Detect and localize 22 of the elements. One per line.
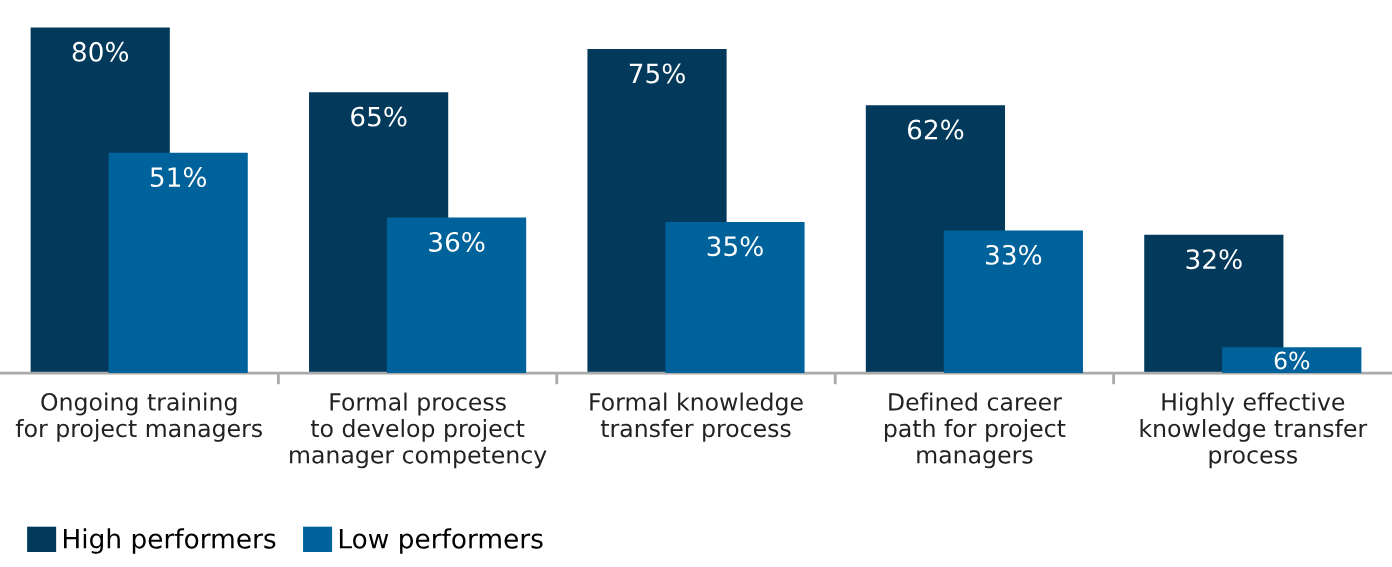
data-label: 62% [907, 119, 964, 140]
bar [943, 230, 1083, 374]
data-label: 80% [72, 41, 129, 62]
x-tick-label: Formal process to develop project manager competency [290, 392, 547, 469]
data-label: 33% [986, 244, 1042, 265]
data-label: 6% [1274, 351, 1310, 370]
x-tick-label: Highly effective knowledge transfer process [1140, 392, 1368, 469]
x-tick-label: Ongoing training for project managers [15, 392, 262, 442]
data-label: 35% [707, 236, 763, 257]
data-label: 36% [429, 231, 485, 252]
data-label: 51% [150, 167, 207, 188]
x-tick-label: Defined career path for project managers [885, 392, 1066, 469]
data-label: 75% [629, 63, 685, 84]
legend-label: High performers [64, 528, 276, 554]
data-label: 32% [1186, 249, 1242, 270]
bar [386, 217, 527, 374]
bar [108, 152, 248, 374]
x-tick-label: Formal knowledge transfer process [590, 392, 803, 442]
data-label: 65% [351, 106, 407, 127]
bar [665, 221, 805, 374]
bar [1222, 347, 1362, 374]
legend-label: Low performers [339, 528, 543, 554]
